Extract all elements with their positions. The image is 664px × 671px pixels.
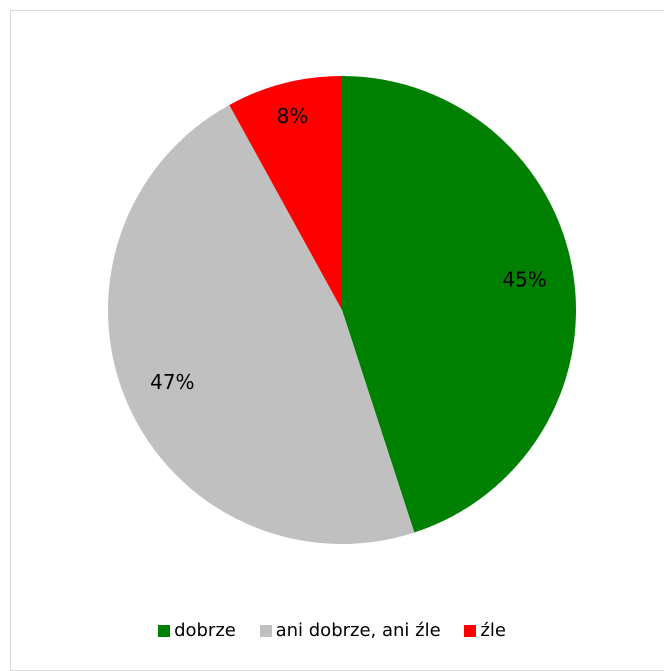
legend-label-ani-dobrze-ani-zle: ani dobrze, ani źle <box>275 620 441 641</box>
data-label-le: 8% <box>277 104 309 128</box>
pie-slice-dobrze <box>342 76 577 533</box>
legend-swatch-zle <box>464 624 477 637</box>
pie-slice-ani-dobrze-ani-le <box>107 104 415 544</box>
legend-label-zle: źle <box>480 620 506 641</box>
legend-swatch-dobrze <box>158 624 171 637</box>
data-label-dobrze: 45% <box>502 268 546 292</box>
legend-item-dobrze: dobrze <box>158 620 236 641</box>
legend-label-dobrze: dobrze <box>174 620 236 641</box>
legend: dobrze ani dobrze, ani źle źle <box>0 620 664 642</box>
legend-swatch-ani-dobrze-ani-zle <box>259 624 272 637</box>
pie-labels: 45% 47% 8% <box>150 104 547 394</box>
pie-slices <box>107 76 577 544</box>
legend-item-zle: źle <box>464 620 506 641</box>
pie-slice-le <box>229 76 342 310</box>
legend-item-ani-dobrze-ani-zle: ani dobrze, ani źle <box>259 620 441 641</box>
data-label-ani-dobrze-ani-le: 47% <box>150 370 194 394</box>
